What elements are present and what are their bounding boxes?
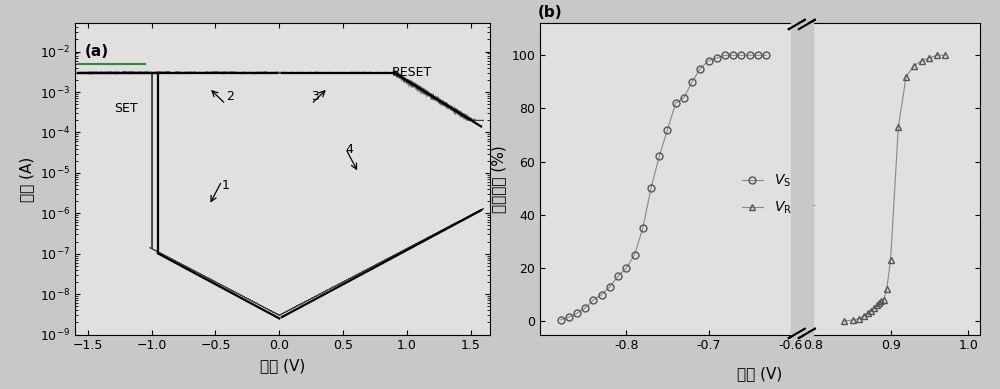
Text: 2: 2 <box>226 90 234 103</box>
Text: (b): (b) <box>537 5 562 20</box>
Y-axis label: 累积概率 (%): 累积概率 (%) <box>491 145 506 213</box>
Text: RESET: RESET <box>392 66 432 79</box>
Legend: $V_{\mathrm{SET}}$, $V_{\mathrm{RESET}}$: $V_{\mathrm{SET}}$, $V_{\mathrm{RESET}}$ <box>736 167 822 222</box>
X-axis label: 电压 (V): 电压 (V) <box>260 358 305 373</box>
Text: 1: 1 <box>222 179 230 192</box>
Text: SET: SET <box>114 102 138 115</box>
Text: 3: 3 <box>311 90 319 103</box>
Text: 4: 4 <box>346 143 354 156</box>
Text: 电压 (V): 电压 (V) <box>737 366 783 381</box>
Text: (a): (a) <box>85 44 109 58</box>
Y-axis label: 电流 (A): 电流 (A) <box>19 156 34 202</box>
